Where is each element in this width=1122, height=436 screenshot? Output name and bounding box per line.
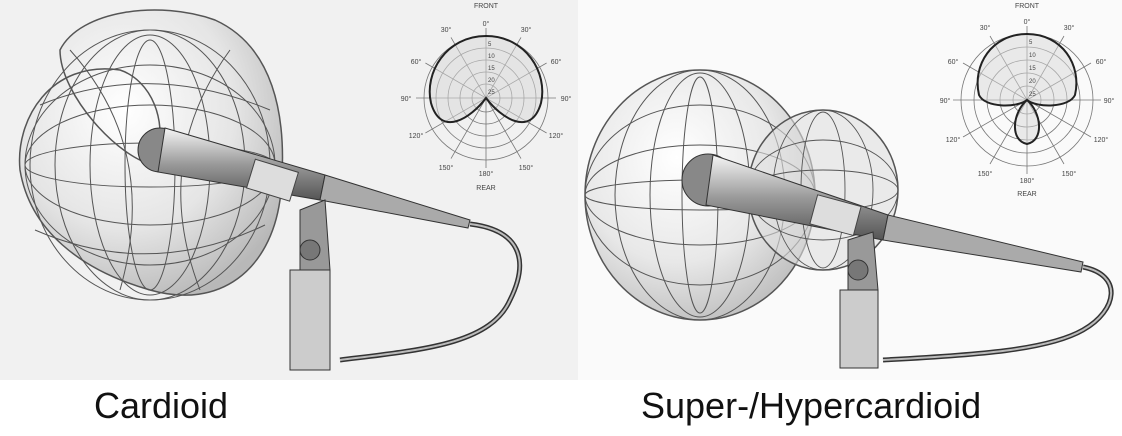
polar-angle-label: 0° — [483, 20, 490, 28]
polar-angle-label: 120° — [549, 132, 564, 140]
cardioid-illustration-panel: FRONT REAR 0° 30° 60° 90° 120° 150° 180°… — [0, 0, 578, 380]
polar-angle-label: 180° — [1020, 177, 1035, 185]
polar-angle-label: 60° — [948, 58, 959, 66]
polar-angle-label: 150° — [1062, 170, 1077, 178]
hypercardioid-illustration-panel: FRONT REAR 0° 30° 60° 90° 120° 150° 180°… — [578, 0, 1122, 380]
polar-angle-label: 120° — [1094, 136, 1109, 144]
polar-ring-label: 20 — [488, 78, 495, 84]
cardioid-caption: Cardioid — [94, 385, 229, 426]
polar-angle-label: 0° — [1024, 18, 1031, 26]
polar-angle-label: 150° — [978, 170, 993, 178]
polar-angle-label: 30° — [980, 24, 991, 32]
polar-ring-label: 25 — [1029, 92, 1036, 98]
polar-ring-label: 20 — [1029, 79, 1036, 85]
polar-angle-label: 180° — [479, 170, 494, 178]
polar-angle-label: 150° — [439, 164, 454, 172]
polar-angle-label: 90° — [1104, 97, 1115, 105]
polar-angle-label: 90° — [401, 95, 412, 103]
hypercardioid-pattern-curve — [976, 32, 1078, 107]
polar-title: FRONT — [474, 3, 499, 10]
polar-angle-label: 90° — [940, 97, 951, 105]
microphone — [681, 153, 1114, 369]
polar-angle-label: 30° — [441, 26, 452, 34]
polar-angle-label: 90° — [561, 95, 572, 103]
polar-ring-label: 5 — [1029, 40, 1033, 46]
cardioid-illustration: FRONT REAR 0° 30° 60° 90° 120° 150° 180°… — [18, 3, 572, 371]
polar-bottom-label: REAR — [476, 185, 495, 192]
polar-ring-label: 15 — [488, 66, 495, 72]
polar-ring-label: 25 — [488, 90, 495, 96]
polar-angle-label: 60° — [1096, 58, 1107, 66]
polar-angle-label: 30° — [1064, 24, 1075, 32]
polar-title: FRONT — [1015, 3, 1040, 10]
polar-ring-label: 5 — [488, 42, 492, 48]
polar-ring-label: 15 — [1029, 66, 1036, 72]
polar-bottom-label: REAR — [1017, 191, 1036, 198]
cardioid-pattern-curve — [428, 34, 544, 124]
hypercardioid-caption: Super-/Hypercardioid — [641, 385, 982, 426]
polar-angle-label: 120° — [946, 136, 961, 144]
polar-angle-label: 60° — [551, 58, 562, 66]
cardioid-polar-plot: FRONT REAR 0° 30° 60° 90° 120° 150° 180°… — [401, 3, 572, 192]
hypercardioid-polar-plot: FRONT REAR 0° 30° 60° 90° 120° 150° 180°… — [940, 3, 1115, 198]
hypercardioid-rear-lobe-curve — [1013, 98, 1041, 146]
polar-angle-label: 150° — [519, 164, 534, 172]
polar-angle-label: 30° — [521, 26, 532, 34]
polar-angle-label: 60° — [411, 58, 422, 66]
microphone — [137, 127, 523, 371]
polar-ring-label: 10 — [1029, 53, 1036, 59]
hypercardioid-illustration: FRONT REAR 0° 30° 60° 90° 120° 150° 180°… — [584, 3, 1115, 369]
polar-ring-label: 10 — [488, 54, 495, 60]
polar-angle-label: 120° — [409, 132, 424, 140]
